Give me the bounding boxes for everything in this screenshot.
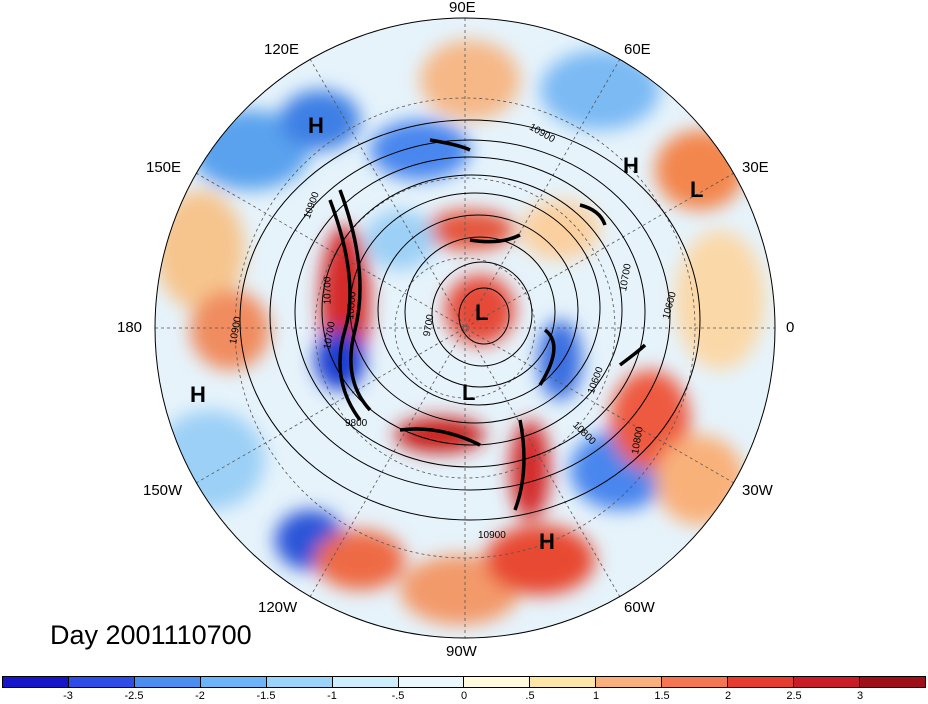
colorbar-tick-label: -.5 xyxy=(391,690,405,702)
lon-label-60w: 60W xyxy=(624,599,655,616)
contour-label: 9800 xyxy=(345,418,368,429)
jet-contours xyxy=(328,138,647,511)
lon-label-30e: 30E xyxy=(742,159,769,176)
lon-label-60e: 60E xyxy=(624,41,651,58)
lon-label-0: 0 xyxy=(786,319,795,336)
colorbar-swatch xyxy=(530,677,597,687)
colorbar-tick-label: 0 xyxy=(460,690,468,702)
high-pressure-marker: H xyxy=(539,529,555,554)
lon-label-120w: 120W xyxy=(258,599,298,616)
colorbar-swatch xyxy=(596,677,663,687)
plot-title: Day 2001110700 xyxy=(50,620,252,650)
colorbar-tick-label: 2 xyxy=(724,690,732,702)
low-pressure-marker: L xyxy=(462,380,476,405)
colorbar-swatch xyxy=(464,677,531,687)
colorbar-tick-label: 1.5 xyxy=(654,690,670,702)
low-pressure-marker: L xyxy=(690,177,704,202)
colorbar-tick-label: 3 xyxy=(856,690,864,702)
colorbar-swatch xyxy=(3,677,69,687)
lon-label-150e: 150E xyxy=(146,159,182,176)
lon-label-180: 180 xyxy=(117,319,143,336)
colorbar-swatch xyxy=(794,677,860,687)
colorbar-swatch xyxy=(398,677,465,687)
colorbar-swatch xyxy=(859,677,925,687)
colorbar-tick-label: 2.5 xyxy=(786,690,802,702)
high-pressure-marker: H xyxy=(190,382,206,407)
lon-label-90e: 90E xyxy=(449,0,476,16)
colorbar xyxy=(2,676,926,688)
colorbar-swatch xyxy=(68,677,135,687)
height-contours xyxy=(239,119,701,521)
colorbar-swatch xyxy=(728,677,795,687)
colorbar-tick-label: -2 xyxy=(195,690,205,702)
colorbar-tick-label: -3 xyxy=(63,690,73,702)
colorbar-labels: -3 -2.5 -2 -1.5 -1 -.5 0 .5 1 1.5 2 2.5 3 xyxy=(0,690,928,704)
lon-label-30w: 30W xyxy=(742,482,773,499)
colorbar-tick-label: .5 xyxy=(525,690,535,702)
lon-label-150w: 150W xyxy=(143,482,183,499)
colorbar-tick-label: -1.5 xyxy=(256,690,276,702)
colorbar-tick-label: -2.5 xyxy=(124,690,144,702)
low-pressure-marker: L xyxy=(475,300,489,325)
colorbar-swatch xyxy=(200,677,267,687)
colorbar-swatch xyxy=(662,677,729,687)
contour-label: 10700 xyxy=(322,276,334,305)
contour-label: 10900 xyxy=(478,530,506,541)
colorbar-swatch xyxy=(266,677,333,687)
graticule xyxy=(155,18,775,638)
map-boundary xyxy=(154,17,776,639)
colorbar-swatch xyxy=(134,677,201,687)
colorbar-tick-label: 1 xyxy=(592,690,600,702)
colorbar-tick-label: -1 xyxy=(327,690,337,702)
high-pressure-marker: H xyxy=(308,113,324,138)
colorbar-swatch xyxy=(332,677,399,687)
lon-label-90w: 90W xyxy=(446,643,477,660)
lon-label-120e: 120E xyxy=(264,41,300,58)
high-pressure-marker: H xyxy=(623,153,639,178)
